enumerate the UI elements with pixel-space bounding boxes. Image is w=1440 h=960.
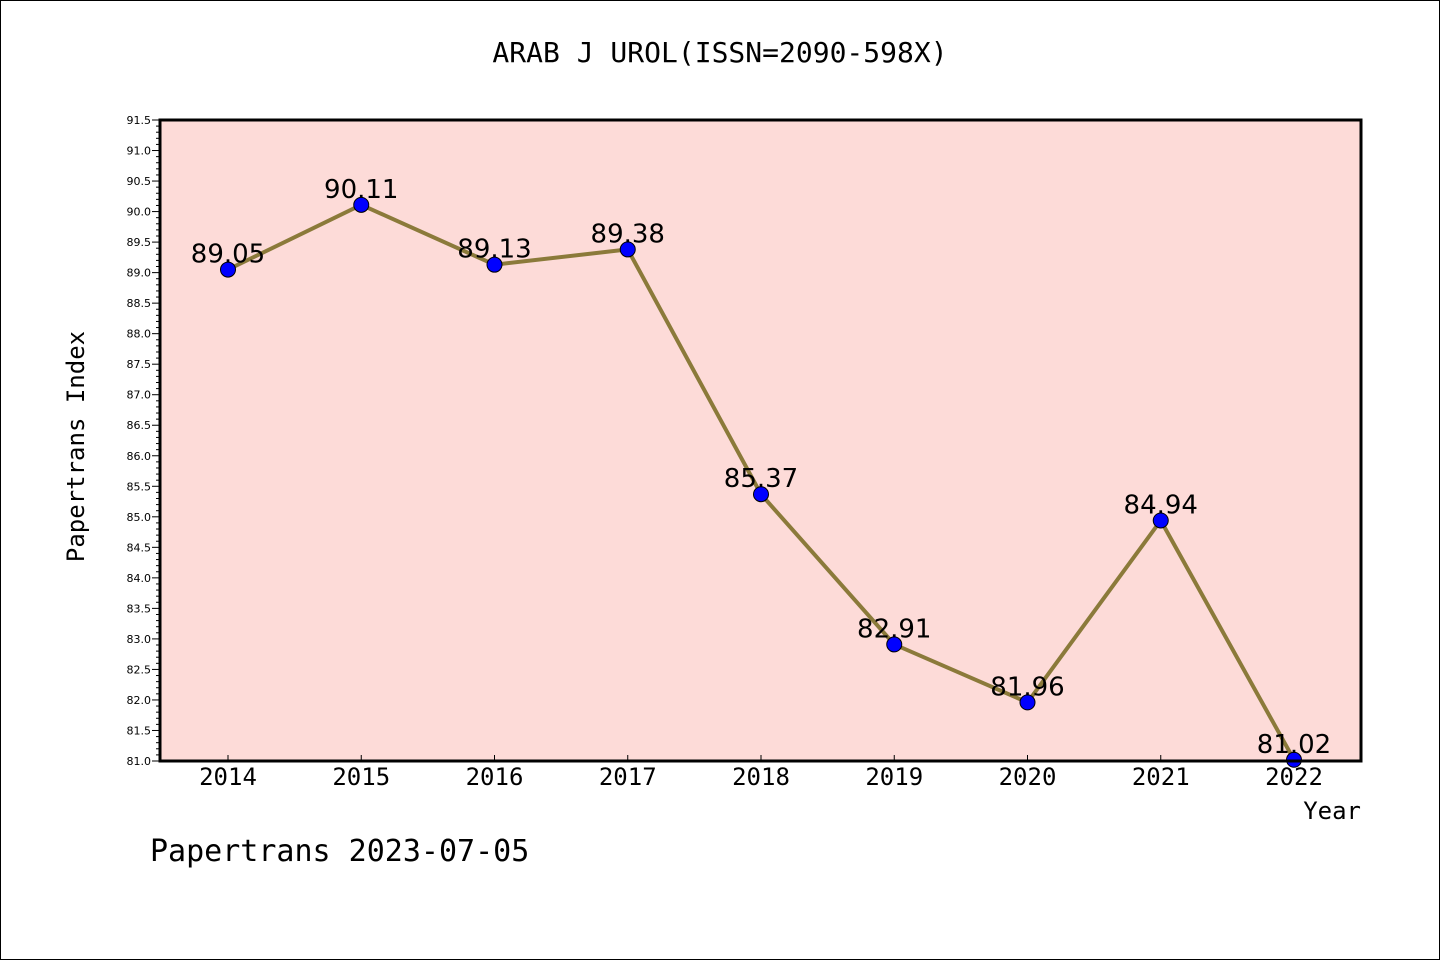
data-point-2020 (1019, 694, 1036, 711)
data-label-2017: 89.38 (591, 219, 665, 249)
y-tick-label: 91.5 (127, 114, 152, 127)
x-tick-label: 2018 (732, 763, 790, 791)
x-tick-label: 2016 (466, 763, 524, 791)
chart-title: ARAB J UROL(ISSN=2090-598X) (492, 36, 948, 69)
x-tick-label: 2015 (332, 763, 390, 791)
x-tick-label: 2017 (599, 763, 657, 791)
y-tick-label: 83.5 (127, 602, 152, 615)
data-point-2017 (619, 241, 636, 258)
y-tick-label: 90.5 (127, 175, 152, 188)
y-tick-label: 82.5 (127, 663, 152, 676)
data-point-2021 (1152, 512, 1169, 529)
y-tick-label: 88.0 (127, 328, 152, 341)
y-tick-label: 85.5 (127, 480, 152, 493)
x-tick-label: 2020 (999, 763, 1057, 791)
y-tick-label: 82.0 (127, 694, 152, 707)
data-point-2015 (353, 196, 370, 213)
x-axis-title: Year (1303, 797, 1361, 825)
y-tick-label: 81.5 (127, 724, 152, 737)
x-tick-label: 2019 (865, 763, 923, 791)
x-axis: 2014 2015 2016 2017 2018 2019 2020 2021 2022 (199, 755, 1323, 791)
y-tick-label: 87.0 (127, 389, 152, 402)
y-tick-label: 91.0 (127, 145, 152, 158)
plot-border (158, 118, 1363, 763)
data-labels: 89.05 90.11 89.13 89.38 85.37 82.91 81.96 84.94… (191, 175, 1331, 760)
y-tick-label: 86.5 (127, 419, 152, 432)
y-tick-label: 83.0 (127, 633, 152, 646)
y-tick-label: 81.0 (127, 755, 152, 768)
data-label-2021: 84.94 (1124, 490, 1198, 520)
data-point-2014 (220, 261, 236, 278)
data-label-2018: 85.37 (724, 464, 798, 494)
x-tick-label: 2021 (1132, 763, 1190, 791)
data-point-2019 (886, 636, 903, 653)
x-tick-label: 2014 (199, 763, 257, 791)
y-tick-label: 88.5 (127, 297, 152, 310)
plot-area (160, 120, 1361, 761)
y-tick-label: 86.0 (127, 450, 152, 463)
data-label-2022: 81.02 (1257, 730, 1331, 760)
y-tick-label: 87.5 (127, 358, 152, 371)
y-tick-label: 90.0 (127, 206, 152, 219)
y-axis: 81.0 81.5 82.0 82.5 83.0 83.5 84.0 84.5 85.0 85.5… (127, 114, 160, 768)
y-tick-label: 89.0 (127, 267, 152, 280)
y-tick-label: 85.0 (127, 511, 152, 524)
footer-stamp: Papertrans 2023-07-05 (150, 834, 530, 869)
y-axis-title: Papertrans Index (62, 331, 90, 562)
data-label-2019: 82.91 (857, 614, 931, 644)
data-label-2016: 89.13 (457, 235, 531, 265)
y-tick-label: 84.0 (127, 572, 152, 585)
data-point-2018 (753, 486, 769, 503)
data-point-2016 (486, 256, 503, 273)
data-label-2015: 90.11 (324, 175, 398, 205)
y-tick-label: 84.5 (127, 541, 152, 554)
y-tick-label: 89.5 (127, 236, 152, 249)
data-label-2020: 81.96 (990, 672, 1064, 702)
data-label-2014: 89.05 (191, 240, 265, 270)
